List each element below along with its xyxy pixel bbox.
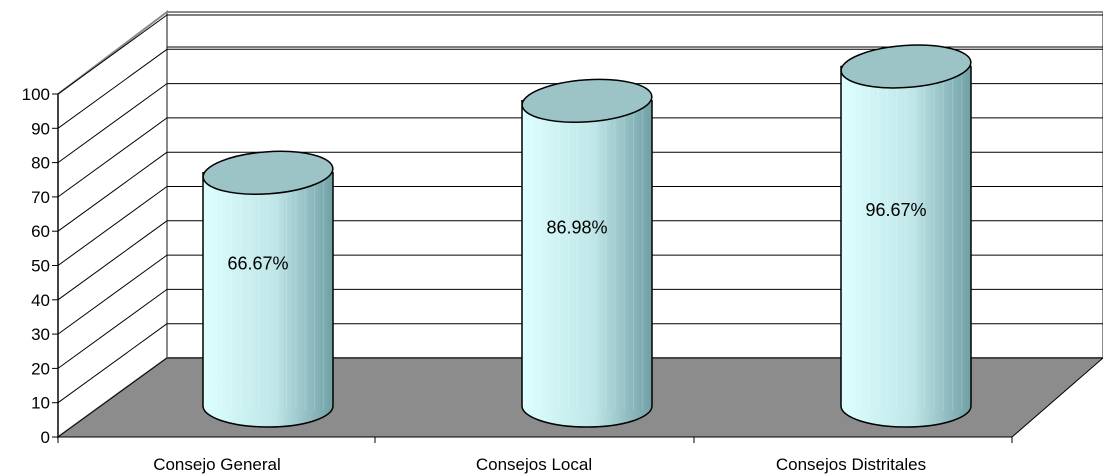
- gridline-side: [57, 48, 168, 129]
- y-tick-label: 80: [31, 154, 50, 173]
- data-label-consejos-distritales: 96.67%: [865, 200, 926, 220]
- category-label-consejos-distritales: Consejos Distritales: [776, 455, 926, 474]
- y-axis-ticks: 0 10 20 30 40 50 60 70 80 90 100: [22, 85, 58, 447]
- bar-consejos-local: [521, 78, 653, 428]
- y-tick-label: 20: [31, 359, 50, 378]
- bar-consejos-distritales: [840, 44, 972, 428]
- y-tick-label: 50: [31, 257, 50, 276]
- gridline-side: [57, 323, 168, 404]
- y-tick-label: 10: [31, 394, 50, 413]
- category-label-consejos-local: Consejos Local: [476, 455, 592, 474]
- gridline-side: [57, 117, 168, 198]
- y-tick-label: 60: [31, 222, 50, 241]
- y-tick-label: 100: [22, 85, 50, 104]
- y-tick-label: 90: [31, 119, 50, 138]
- bar-top: [521, 78, 653, 123]
- bar-body: [202, 172, 334, 428]
- bar-body: [521, 100, 653, 428]
- category-label-consejo-general: Consejo General: [153, 455, 281, 474]
- gridline-side: [57, 220, 168, 301]
- bar-top: [202, 150, 334, 195]
- gridline-side: [57, 14, 168, 95]
- y-tick-label: 30: [31, 325, 50, 344]
- data-label-consejos-local: 86.98%: [546, 217, 607, 237]
- y-tick-label: 70: [31, 188, 50, 207]
- data-label-consejo-general: 66.67%: [227, 253, 288, 273]
- x-axis-categories: Consejo General Consejos Local Consejos Di…: [153, 455, 926, 474]
- gridline-side: [57, 83, 168, 164]
- gridline-side: [57, 186, 168, 266]
- data-labels: 66.67% 86.98% 96.67%: [227, 200, 926, 273]
- y-tick-label: 0: [41, 428, 50, 447]
- gridline-side: [57, 254, 168, 335]
- bar-top: [840, 44, 972, 89]
- bar-consejo-general: [202, 150, 334, 428]
- y-tick-label: 40: [31, 291, 50, 310]
- gridline-side: [57, 151, 168, 232]
- bars: [202, 44, 972, 428]
- gridline-side: [57, 288, 168, 369]
- bar-body: [840, 65, 972, 428]
